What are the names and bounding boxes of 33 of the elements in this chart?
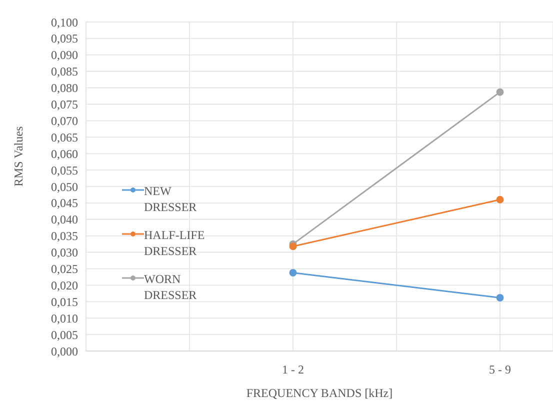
y-tick-label: 0,015 xyxy=(51,294,78,309)
point xyxy=(496,196,504,204)
y-tick-label: 0,090 xyxy=(51,48,78,62)
y-axis-title: RMS Values xyxy=(11,126,26,186)
y-tick-label: 0,005 xyxy=(51,328,78,342)
y-tick-label: 0,025 xyxy=(51,262,78,276)
y-tick-label: 0,020 xyxy=(51,278,78,292)
x-tick-label: 5 - 9 xyxy=(489,362,511,377)
y-tick-label: 0,040 xyxy=(51,212,78,227)
point xyxy=(289,242,297,250)
y-tick-label: 0,095 xyxy=(51,32,78,46)
point xyxy=(289,268,297,276)
y-tick-label: 0,045 xyxy=(51,196,78,210)
y-tick-label: 0,055 xyxy=(51,163,78,178)
point xyxy=(496,294,504,302)
legend-label: HALF-LIFE DRESSER xyxy=(144,227,206,259)
y-tick-label: 0,065 xyxy=(51,130,78,144)
y-tick-label: 0,050 xyxy=(51,180,78,194)
y-tick-label: 0,060 xyxy=(51,146,78,161)
y-tick-label: 0,030 xyxy=(51,246,78,260)
y-tick-label: 0,000 xyxy=(51,344,78,358)
x-axis-title: FREQUENCY BANDS [kHz] xyxy=(246,386,393,400)
y-tick-label: 0,010 xyxy=(51,311,78,326)
y-tick-label: 0,085 xyxy=(51,64,78,79)
y-tick-label: 0,100 xyxy=(51,15,78,30)
y-tick-label: 0,035 xyxy=(51,229,78,244)
x-tick-label: 1 - 2 xyxy=(282,362,304,377)
y-tick-label: 0,075 xyxy=(51,98,78,112)
legend-label: WORN DRESSER xyxy=(144,271,198,303)
y-tick-label: 0,070 xyxy=(51,114,78,128)
point xyxy=(496,88,504,96)
y-tick-label: 0,080 xyxy=(51,81,78,96)
legend-label: NEW DRESSER xyxy=(144,183,198,215)
